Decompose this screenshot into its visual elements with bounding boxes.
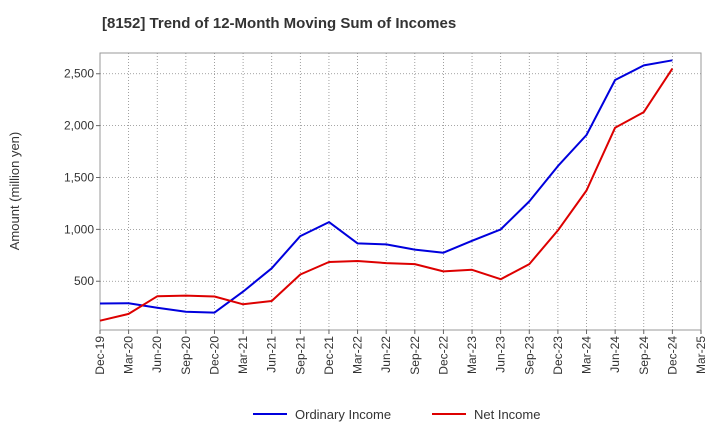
y-tick-label: 1,500 (64, 170, 94, 184)
x-tick-label: Jun-24 (608, 336, 622, 373)
chart-title: [8152] Trend of 12-Month Moving Sum of I… (102, 15, 457, 32)
y-tick-label: 2,000 (64, 119, 94, 133)
x-tick-label: Jun-22 (379, 336, 393, 373)
x-tick-label: Sep-22 (408, 336, 422, 375)
x-tick-label: Mar-22 (351, 336, 365, 374)
x-tick-label: Dec-20 (207, 336, 221, 375)
plot-area (99, 52, 702, 331)
x-tick-label: Dec-24 (665, 336, 679, 375)
series-lines (99, 59, 674, 322)
grid-lines (100, 53, 701, 330)
x-tick-label: Dec-23 (551, 336, 565, 375)
x-tick-label: Mar-20 (122, 336, 136, 374)
x-tick-label: Mar-25 (694, 336, 708, 374)
x-tick-label: Sep-24 (637, 336, 651, 375)
y-axis-ticks: 500 1,000 1,500 2,000 2,500 (64, 67, 100, 288)
y-tick-label: 2,500 (64, 67, 94, 81)
net-income-legend-label: Net Income (474, 407, 540, 422)
y-axis-label: Amount (million yen) (7, 132, 22, 251)
x-tick-label: Jun-20 (150, 336, 164, 373)
x-axis-ticks: Dec-19 Mar-20 Jun-20 Sep-20 Dec-20 Mar-21 Jun-… (93, 330, 708, 375)
legend: Ordinary Income Net Income (253, 407, 540, 422)
net-income-line (99, 68, 674, 322)
x-tick-label: Mar-23 (465, 336, 479, 374)
x-tick-label: Sep-21 (293, 336, 307, 375)
x-tick-label: Dec-22 (436, 336, 450, 375)
ordinary-income-line (99, 59, 673, 314)
x-tick-label: Mar-24 (580, 336, 594, 374)
x-tick-label: Dec-19 (93, 336, 107, 375)
y-tick-label: 1,000 (64, 222, 94, 236)
ordinary-income-legend-label: Ordinary Income (295, 407, 391, 422)
y-tick-label: 500 (74, 274, 94, 288)
x-tick-label: Jun-23 (494, 336, 508, 373)
x-tick-label: Mar-21 (236, 336, 250, 374)
x-tick-label: Sep-20 (179, 336, 193, 375)
x-tick-label: Sep-23 (522, 336, 536, 375)
x-tick-label: Dec-21 (322, 336, 336, 375)
x-tick-label: Jun-21 (265, 336, 279, 373)
